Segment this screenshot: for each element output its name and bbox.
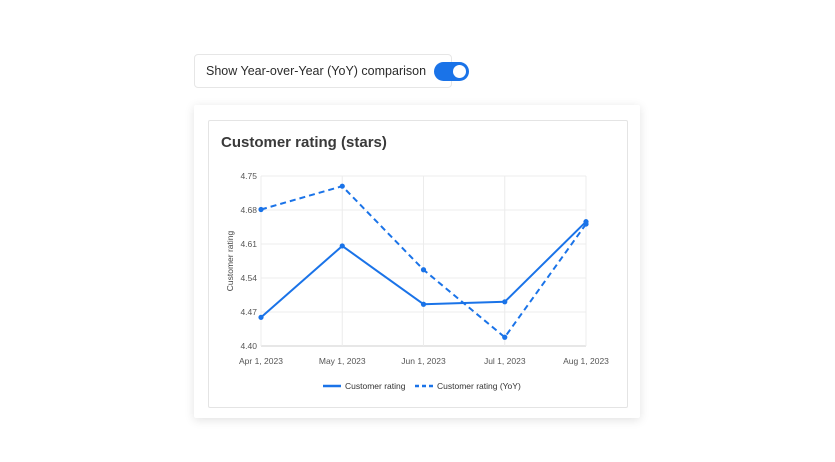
yoy-toggle-card: Show Year-over-Year (YoY) comparison <box>194 54 470 88</box>
x-tick-label: Jul 1, 2023 <box>484 356 526 366</box>
y-tick-label: 4.47 <box>240 307 257 317</box>
current-data-point <box>258 314 264 320</box>
y-axis-title: Customer rating <box>225 230 235 291</box>
legend-label: Customer rating <box>345 381 406 391</box>
legend-label: Customer rating (YoY) <box>437 381 521 391</box>
x-tick-label: Jun 1, 2023 <box>401 356 446 366</box>
yoy-toggle-switch[interactable] <box>434 61 470 81</box>
x-tick-label: Apr 1, 2023 <box>239 356 283 366</box>
current-data-point <box>502 299 508 305</box>
x-tick-label: Aug 1, 2023 <box>563 356 609 366</box>
chart-title: Customer rating (stars) <box>221 134 387 151</box>
y-tick-label: 4.40 <box>240 341 257 351</box>
chart-panel: Customer rating (stars) 4.40 4.47 4.54 4.61… <box>208 120 628 408</box>
yoy-data-point <box>502 334 508 340</box>
y-tick-label: 4.54 <box>240 273 257 283</box>
x-tick-label: May 1, 2023 <box>319 356 366 366</box>
chart-card: Customer rating (stars) 4.40 4.47 4.54 4.61… <box>194 105 640 418</box>
current-data-point <box>420 301 427 307</box>
current-data-point <box>339 243 345 249</box>
y-tick-label: 4.75 <box>240 171 257 181</box>
line-chart: 4.40 4.47 4.54 4.61 4.68 4.75 Apr 1, 2023 May 1… <box>225 171 609 391</box>
yoy-data-point <box>339 183 345 189</box>
toggle-knob <box>453 64 467 78</box>
y-tick-label: 4.68 <box>240 205 257 215</box>
y-tick-label: 4.61 <box>240 239 257 249</box>
yoy-data-point <box>420 267 427 273</box>
yoy-toggle-label: Show Year-over-Year (YoY) comparison <box>206 64 427 78</box>
yoy-data-point <box>583 221 589 227</box>
yoy-data-point <box>258 206 264 213</box>
